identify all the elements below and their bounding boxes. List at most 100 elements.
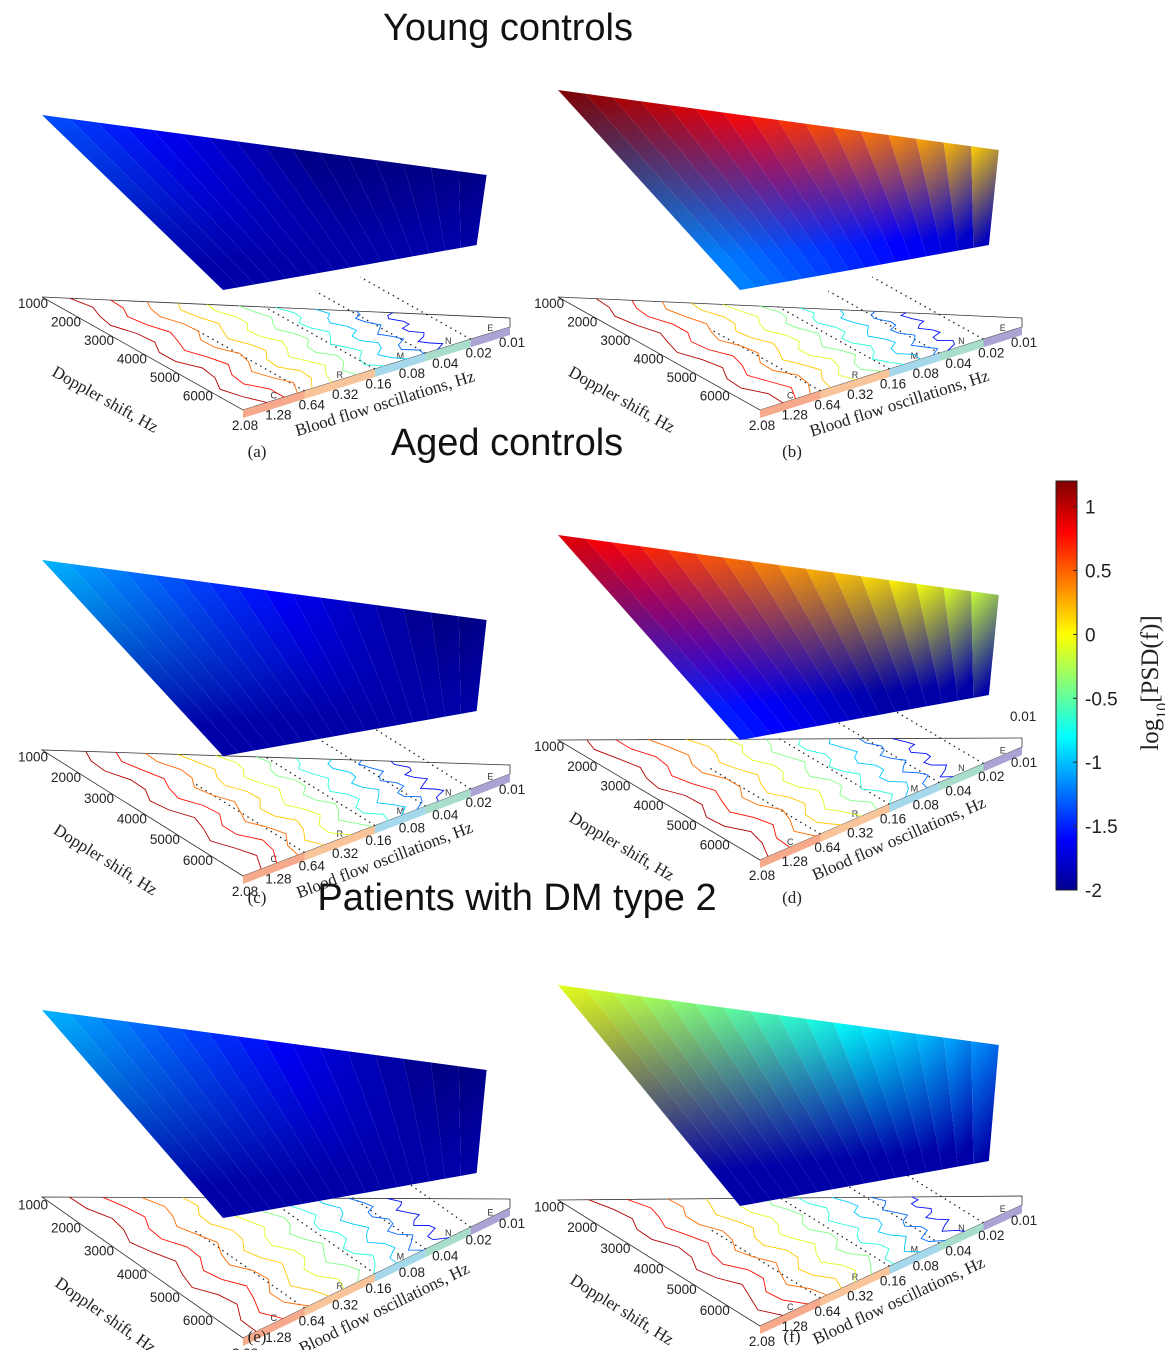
colorbar-tick: -1	[1085, 753, 1102, 774]
panel-label: (e)	[248, 1327, 267, 1346]
surface-strip	[750, 561, 865, 721]
surface-strip	[750, 1011, 865, 1187]
band-label: E	[487, 772, 493, 782]
doppler-tick: 5000	[150, 832, 180, 847]
band-label: N	[958, 336, 965, 346]
surface-strip	[125, 126, 287, 282]
surface-strip	[319, 152, 398, 262]
doppler-tick: 2000	[567, 1220, 597, 1235]
oscillation-tick: 0.64	[814, 1304, 841, 1319]
contour-line	[797, 738, 894, 805]
surface-strip	[125, 1021, 287, 1210]
surface-strip	[69, 1013, 255, 1216]
surface-strip	[778, 565, 881, 718]
contour-line	[85, 751, 262, 870]
surface-strip	[558, 985, 756, 1206]
oscillation-tick: 0.04	[432, 356, 459, 371]
oscillation-tick: 0.32	[847, 387, 873, 402]
oscillation-tick: 2.08	[749, 868, 775, 883]
surface-strip	[585, 988, 772, 1204]
contour-line	[177, 302, 313, 389]
band-boundary	[314, 290, 427, 354]
surface-strip	[778, 120, 881, 268]
doppler-tick: 5000	[150, 1290, 180, 1305]
band-strip	[889, 1243, 940, 1275]
oscillation-tick: 0.04	[945, 783, 972, 798]
surface-strip	[723, 557, 849, 724]
colorbar-tick: 1	[1085, 498, 1096, 519]
contour-line	[706, 1198, 842, 1289]
surface-strip	[264, 590, 366, 734]
oscillation-tick: 0.04	[945, 1243, 972, 1258]
band-strip	[760, 1298, 821, 1334]
band-label: C	[271, 1313, 278, 1323]
band-strip	[889, 353, 940, 377]
contour-line	[177, 753, 325, 846]
contour-line	[327, 759, 407, 816]
band-label: N	[445, 336, 452, 346]
doppler-tick: 3000	[600, 1241, 630, 1256]
band-strip	[983, 1205, 1022, 1231]
surface-strip	[916, 138, 958, 254]
oscillation-tick: 0.01	[1011, 1213, 1037, 1228]
contour-line	[667, 1198, 828, 1296]
stray-tick-label: 0.01	[1010, 709, 1036, 724]
panel-label: (d)	[782, 888, 802, 907]
contour-line	[831, 1197, 921, 1253]
surface-strip	[695, 1003, 834, 1192]
band-strip	[470, 774, 510, 798]
doppler-tick: 6000	[700, 1303, 730, 1318]
surface-strip	[668, 105, 818, 279]
surface-strip	[833, 1022, 912, 1178]
band-strip	[939, 763, 984, 791]
band-boundary	[264, 1195, 376, 1275]
band-label: M	[397, 351, 405, 361]
oscillation-tick: 0.02	[465, 345, 491, 360]
surface-strip	[861, 1026, 927, 1176]
oscillation-tick: 0.02	[465, 795, 491, 810]
surface-strip	[458, 171, 487, 248]
surface-strip	[236, 141, 350, 271]
doppler-tick: 1000	[18, 296, 48, 311]
oscillation-tick: 0.01	[1011, 335, 1037, 350]
surface-strip	[778, 1015, 881, 1184]
surface-strip	[236, 1036, 350, 1199]
surface-strip	[42, 115, 239, 290]
surface-strip	[431, 167, 461, 251]
band-strip	[425, 1227, 471, 1258]
doppler-tick: 4000	[117, 1267, 147, 1282]
oscillation-tick: 0.08	[913, 797, 939, 812]
contour-line	[631, 300, 797, 399]
contour-line	[238, 305, 358, 375]
doppler-tick: 1000	[534, 1200, 564, 1215]
band-label: C	[787, 1302, 794, 1312]
surface-strip	[347, 601, 414, 726]
surface-strip	[264, 1040, 366, 1196]
oscillation-tick: 0.64	[814, 840, 841, 855]
doppler-tick: 4000	[117, 812, 147, 827]
surface-strip	[558, 90, 756, 290]
surface-strip	[695, 553, 834, 726]
colorbar: 1 0.5 0 -0.5 -1 -1.5 -2 log10[PSD(f)]	[1055, 480, 1165, 902]
doppler-tick: 4000	[117, 351, 147, 366]
doppler-tick: 2000	[51, 770, 81, 785]
group-title: Patients with DM type 2	[317, 877, 716, 919]
contour-line	[870, 311, 939, 356]
surface-strip	[153, 1025, 303, 1207]
surface-strip	[264, 145, 366, 268]
doppler-tick: 1000	[18, 1197, 48, 1212]
band-strip	[939, 339, 984, 362]
band-label: E	[1000, 323, 1006, 333]
band-boundary	[359, 1149, 472, 1228]
band-strip	[820, 804, 890, 842]
band-label: M	[911, 783, 919, 793]
contour-line	[390, 760, 445, 802]
oscillation-tick: 1.28	[265, 1330, 291, 1345]
band-strip	[425, 789, 471, 815]
contour-line	[891, 738, 954, 778]
surface-strip	[97, 1017, 271, 1213]
doppler-axis-label: Doppler shift, Hz	[566, 808, 678, 885]
band-strip	[243, 852, 305, 884]
